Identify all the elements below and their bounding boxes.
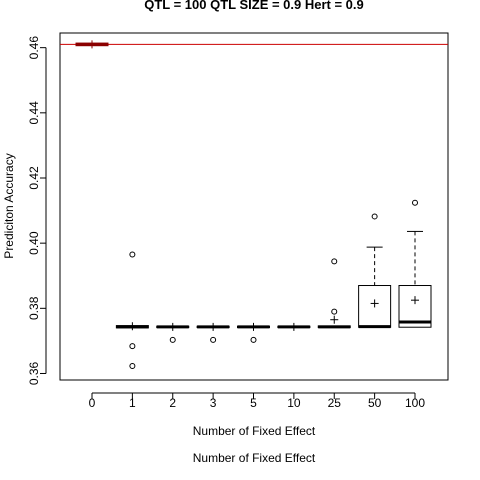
outlier-point: [129, 343, 136, 350]
outlier-point: [129, 251, 136, 258]
box: [398, 285, 432, 328]
y-axis: 0.36 0.38 0.40 0.42 0.44 0.46: [27, 36, 47, 385]
plot-frame: [59, 32, 449, 381]
y-tick-label: 0.36: [27, 361, 41, 385]
outlier-point: [250, 336, 257, 343]
x-axis-label: Number of Fixed Effect: [193, 424, 316, 438]
x-tick-label: 1: [129, 396, 136, 410]
y-axis-label: Prediciton Accuracy: [2, 153, 16, 258]
y-tick-label: 0.44: [27, 101, 41, 125]
x-axis: 0 1 2 3 5 10 25 50 100: [89, 392, 425, 410]
chart-marks: [60, 40, 448, 369]
outlier-point: [169, 336, 176, 343]
y-tick-label: 0.40: [27, 231, 41, 255]
outlier-point: [331, 258, 338, 265]
outlier-point: [371, 213, 378, 220]
x-tick-label: 10: [287, 396, 301, 410]
outlier-point: [412, 199, 418, 206]
x-tick-label: 5: [250, 396, 257, 410]
x-tick-label: 25: [328, 396, 342, 410]
chart-title: QTL = 100 QTL SIZE = 0.9 Hert = 0.9: [144, 0, 364, 12]
y-tick-label: 0.38: [27, 296, 41, 320]
x-tick-label: 3: [210, 396, 217, 410]
y-tick-label: 0.46: [27, 36, 41, 60]
x-tick-label: 0: [89, 396, 96, 410]
x-axis-label-secondary: Number of Fixed Effect: [193, 451, 316, 465]
outlier-point: [129, 362, 136, 369]
outlier-point: [331, 308, 338, 315]
y-tick-label: 0.42: [27, 166, 41, 190]
x-tick-label: 100: [405, 396, 425, 410]
x-tick-label: 50: [368, 396, 382, 410]
outlier-point: [210, 336, 217, 343]
x-tick-label: 2: [169, 396, 176, 410]
